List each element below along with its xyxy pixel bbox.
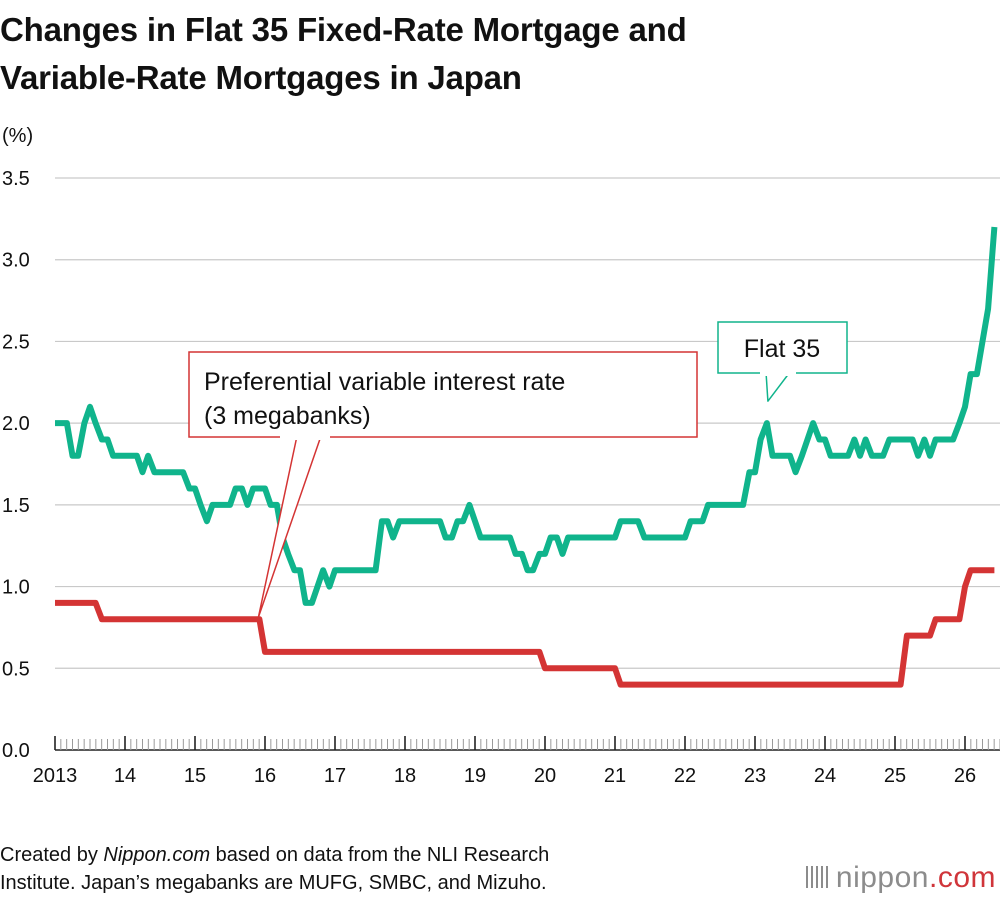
nippon-logo: nippon.com xyxy=(805,860,996,896)
variable-callout-joint xyxy=(280,432,330,440)
series-line-variable-rate xyxy=(55,567,995,688)
x-tick-label: 19 xyxy=(464,765,486,787)
y-tick-label: 1.5 xyxy=(2,495,30,517)
flat35-callout-label: Flat 35 xyxy=(744,335,820,363)
x-tick-label: 18 xyxy=(394,765,416,787)
source-line-1-rest: based on data from the NLI Research xyxy=(210,844,550,866)
y-tick-label: 2.5 xyxy=(2,331,30,353)
x-tick-label: 21 xyxy=(604,765,626,787)
x-tick-label: 14 xyxy=(114,765,136,787)
source-note-line-1: Created by Nippon.com based on data from… xyxy=(0,841,720,869)
source-site-name: Nippon.com xyxy=(103,844,211,866)
x-tick-label: 24 xyxy=(814,765,836,787)
y-tick-label: 3.5 xyxy=(2,168,30,190)
x-tick-label: 17 xyxy=(324,765,346,787)
variable-callout-box xyxy=(188,351,698,438)
variable-callout-line-2: (3 megabanks) xyxy=(204,402,371,430)
variable-callout-line-1: Preferential variable interest rate xyxy=(204,368,565,396)
y-tick-label: 0.5 xyxy=(2,658,30,680)
source-note-line-2: Institute. Japan’s megabanks are MUFG, S… xyxy=(0,872,547,894)
x-tick-label: 22 xyxy=(674,765,696,787)
y-tick-label: 1.0 xyxy=(2,577,30,599)
x-tick-label: 16 xyxy=(254,765,276,787)
x-tick-label: 25 xyxy=(884,765,906,787)
chart-title: Changes in Flat 35 Fixed-Rate Mortgage a… xyxy=(0,6,1000,102)
source-prefix: Created by xyxy=(0,844,104,866)
chart-title-line-2: Variable-Rate Mortgages in Japan xyxy=(0,59,522,96)
x-tick-label: 20 xyxy=(534,765,556,787)
y-tick-label: 3.0 xyxy=(2,250,30,272)
y-tick-label: 0.0 xyxy=(2,740,30,762)
flat35-callout-joint xyxy=(760,368,796,376)
x-tick-label: 2013 xyxy=(33,765,78,787)
logo-suffix: .com xyxy=(928,861,996,894)
logo-text: nippon xyxy=(835,861,929,894)
source-note: Created by Nippon.com based on data from… xyxy=(0,841,720,897)
logo-mark-icon xyxy=(805,866,830,888)
line-chart: (%) 0.0 0.5 1.0 1.5 2.0 2.5 3.0 3.5 2013 14 15 16 17 1… xyxy=(2,125,1000,787)
chart-title-line-1: Changes in Flat 35 Fixed-Rate Mortgage a… xyxy=(0,11,687,48)
x-tick-label: 15 xyxy=(184,765,206,787)
y-axis-unit: (%) xyxy=(2,125,33,147)
flat35-callout-pointer xyxy=(765,371,791,402)
x-tick-label: 26 xyxy=(954,765,976,787)
variable-callout-pointer xyxy=(257,435,322,619)
x-tick-label: 23 xyxy=(744,765,766,787)
series-line-flat35 xyxy=(55,226,998,606)
y-tick-label: 2.0 xyxy=(2,413,30,435)
